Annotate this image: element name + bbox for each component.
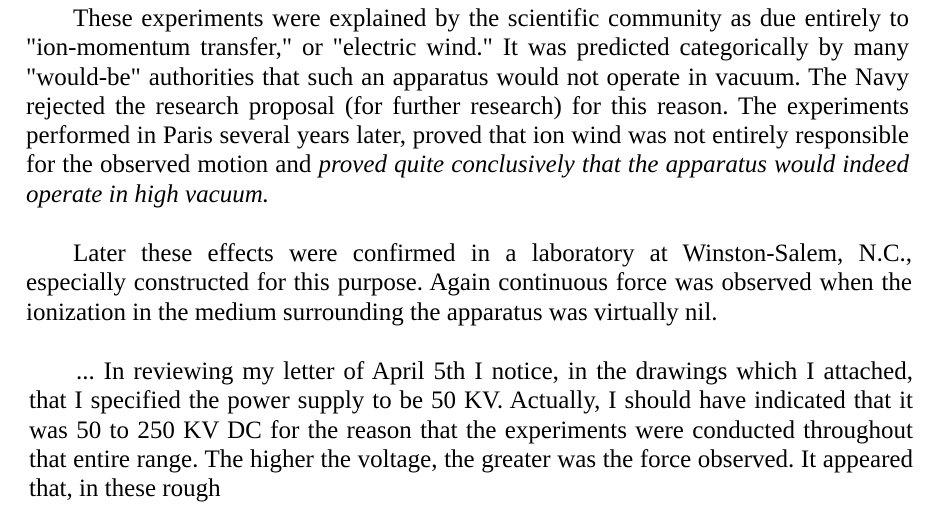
paragraph-1-text: These experiments were explained by the …: [26, 5, 909, 179]
paragraph-winston-salem-confirmation: Later these effects were confirmed in a …: [26, 240, 912, 326]
paragraph-power-supply-note: ... In reviewing my letter of April 5th …: [29, 358, 913, 503]
paragraph-ion-wind-experiments: These experiments were explained by the …: [26, 4, 909, 209]
paragraph-1-emphasis: proved quite conclusively that the appar…: [26, 151, 909, 208]
